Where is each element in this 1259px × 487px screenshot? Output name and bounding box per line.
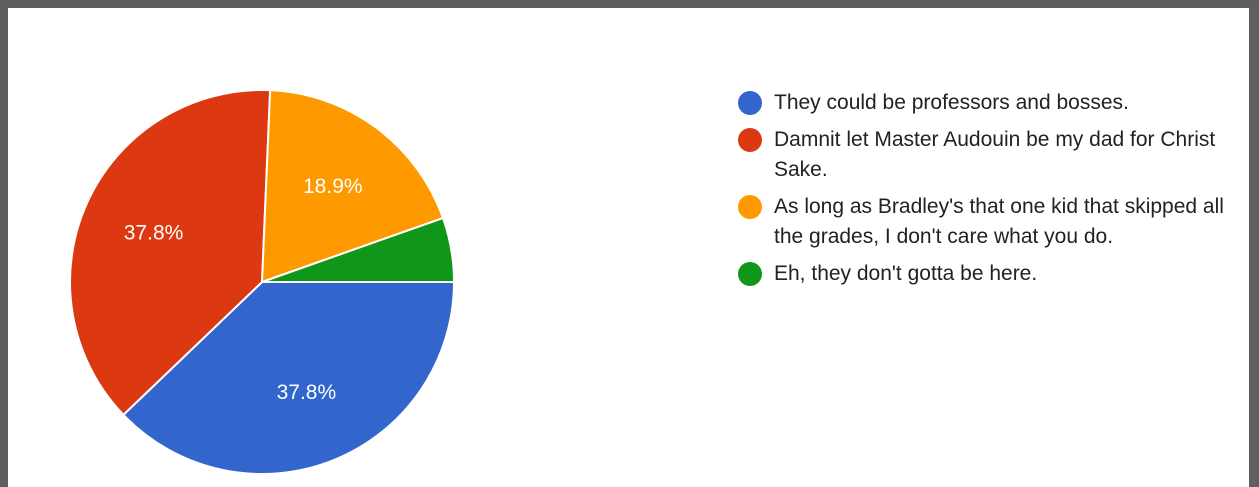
- pie-slice[interactable]: [121, 281, 456, 475]
- legend-item[interactable]: As long as Bradley's that one kid that s…: [738, 192, 1243, 252]
- legend-swatch-icon: [738, 91, 762, 115]
- chart-legend: They could be professors and bosses. Dam…: [738, 88, 1243, 296]
- pie-chart: 37.8% 37.8% 18.9%: [69, 89, 456, 475]
- slice-data-label: 37.8%: [124, 221, 184, 244]
- legend-label: Damnit let Master Audouin be my dad for …: [774, 128, 1216, 181]
- legend-label: As long as Bradley's that one kid that s…: [774, 195, 1224, 248]
- slice-data-label: 37.8%: [277, 381, 337, 404]
- legend-item[interactable]: Eh, they don't gotta be here.: [738, 259, 1243, 289]
- legend-swatch-icon: [738, 128, 762, 152]
- pie-slice[interactable]: [69, 89, 272, 417]
- chart-panel: 37.8% 37.8% 18.9% They could be professors…: [8, 8, 1249, 487]
- pie-slice[interactable]: [261, 216, 456, 283]
- legend-label: Eh, they don't gotta be here.: [774, 262, 1038, 285]
- legend-item[interactable]: They could be professors and bosses.: [738, 88, 1243, 118]
- legend-item[interactable]: Damnit let Master Audouin be my dad for …: [738, 125, 1243, 185]
- slice-data-label: 18.9%: [303, 175, 363, 198]
- legend-label: They could be professors and bosses.: [774, 91, 1129, 114]
- pie-slice[interactable]: [260, 89, 445, 284]
- legend-swatch-icon: [738, 195, 762, 219]
- legend-swatch-icon: [738, 262, 762, 286]
